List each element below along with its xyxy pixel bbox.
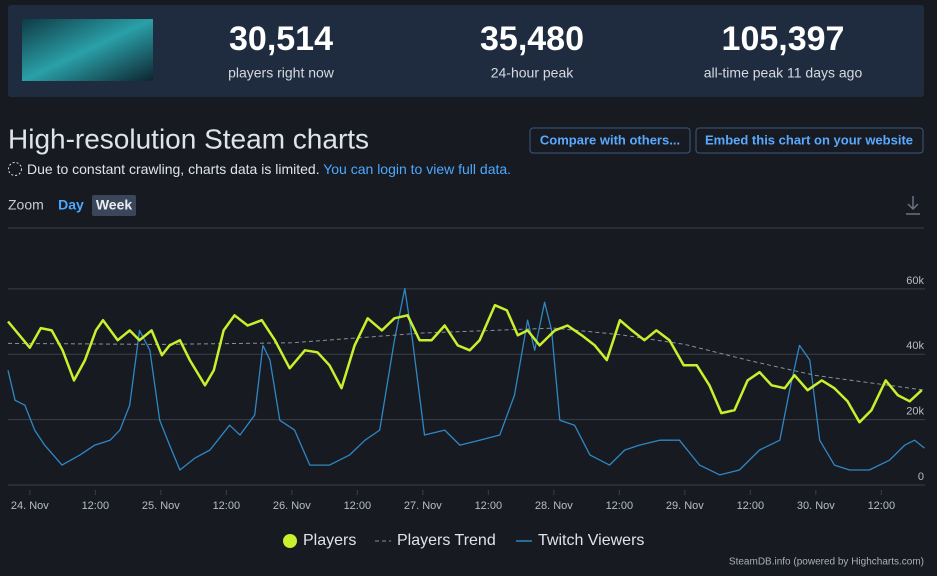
legend-label[interactable]: Players — [303, 532, 356, 549]
legend-label[interactable]: Twitch Viewers — [538, 532, 644, 549]
y-tick-label: 20k — [906, 406, 924, 418]
y-tick-label: 40k — [906, 340, 924, 352]
credit: SteamDB.info (powered by Highcharts.com) — [729, 557, 924, 568]
notice-text: Due to constant crawling, charts data is… — [27, 161, 320, 177]
zoom-option[interactable]: Day — [58, 197, 84, 213]
y-tick-label: 0 — [918, 471, 924, 483]
x-tick-label: 25. Nov — [142, 500, 180, 512]
x-tick-label: 29. Nov — [666, 500, 704, 512]
stat-value: 30,514 — [229, 20, 333, 58]
x-tick-label: 27. Nov — [404, 500, 442, 512]
x-tick-label: 12:00 — [82, 500, 110, 512]
zoom-label: Zoom — [8, 197, 44, 213]
x-tick-label: 28. Nov — [535, 500, 573, 512]
x-tick-label: 12:00 — [213, 500, 241, 512]
game-image — [22, 19, 153, 81]
stat-value: 35,480 — [480, 20, 584, 58]
zoom-selected-bg — [92, 195, 136, 216]
series-line — [7, 303, 923, 424]
x-tick-label: 12:00 — [475, 500, 503, 512]
compare-button[interactable] — [529, 127, 691, 154]
notice: Due to constant crawling, charts data is… — [27, 161, 511, 177]
stat-label: all-time peak 11 days ago — [704, 65, 863, 81]
stats-panel — [8, 5, 924, 97]
x-tick-label: 24. Nov — [11, 500, 49, 512]
series-line — [7, 287, 925, 476]
stat-label: 24-hour peak — [491, 65, 575, 81]
page-title: High-resolution Steam charts — [8, 123, 369, 154]
zoom-option[interactable]: Week — [96, 197, 133, 213]
x-tick-label: 30. Nov — [797, 500, 835, 512]
x-tick-label: 12:00 — [344, 500, 372, 512]
series-line — [7, 327, 926, 391]
stat-value: 105,397 — [722, 20, 845, 58]
notice-icon — [8, 162, 22, 176]
login-link[interactable]: You can login to view full data. — [323, 161, 511, 177]
x-tick-label: 12:00 — [606, 500, 634, 512]
y-tick-label: 60k — [906, 275, 924, 287]
stat-label: players right now — [228, 65, 335, 81]
embed-button-label[interactable]: Embed this chart on your website — [705, 132, 913, 147]
x-tick-label: 12:00 — [737, 500, 765, 512]
x-tick-label: 26. Nov — [273, 500, 311, 512]
legend-label[interactable]: Players Trend — [397, 532, 496, 549]
x-tick-label: 12:00 — [868, 500, 896, 512]
embed-button[interactable] — [695, 127, 924, 154]
compare-button-label[interactable]: Compare with others... — [540, 132, 680, 147]
legend-symbol — [283, 534, 297, 548]
download-icon[interactable] — [906, 196, 920, 215]
